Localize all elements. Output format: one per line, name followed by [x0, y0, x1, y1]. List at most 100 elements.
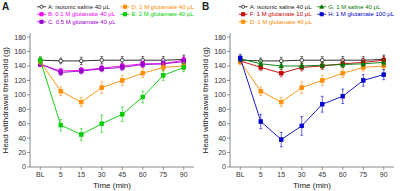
y-tick	[227, 94, 230, 95]
point	[300, 124, 304, 128]
error-bar	[382, 55, 385, 64]
y-tick	[227, 152, 230, 153]
error-bar	[382, 57, 385, 64]
y-tick	[27, 37, 30, 38]
point	[300, 58, 304, 62]
error-bar	[300, 57, 303, 64]
y-tick-label: 80	[18, 106, 26, 113]
error-bar	[162, 70, 165, 80]
x-tick-label: 60	[139, 171, 147, 178]
error-bar	[382, 70, 385, 80]
point	[382, 73, 386, 77]
point	[361, 62, 365, 66]
point	[341, 71, 345, 75]
series-line	[40, 62, 184, 102]
x-tick	[281, 167, 282, 170]
x-axis-label: Time (min)	[93, 181, 131, 190]
y-tick	[227, 138, 230, 139]
error-bar	[321, 62, 324, 69]
point	[341, 94, 345, 98]
legend-label: A: isotonic saline 40 μL	[48, 4, 110, 10]
error-bar	[300, 64, 303, 71]
point	[161, 66, 165, 70]
legend-label: D: 1 M glutamate 40 μL	[250, 19, 313, 25]
error-bar	[80, 57, 83, 64]
y-tick-label: 80	[218, 106, 226, 113]
x-tick-label: 5	[59, 171, 63, 178]
error-bar	[100, 57, 103, 64]
y-tick	[27, 94, 30, 95]
error-bar	[280, 132, 283, 146]
legend-label: A: isotonic saline 40 μL	[250, 4, 312, 10]
point	[300, 64, 304, 68]
error-bar	[280, 98, 283, 107]
error-bar	[121, 75, 124, 85]
point	[182, 66, 186, 70]
x-tick-label: 60	[339, 171, 347, 178]
point	[38, 58, 42, 62]
x-tick-label: 75	[159, 171, 167, 178]
x-tick-label: BL	[236, 171, 245, 178]
error-bar	[59, 87, 62, 96]
error-bar	[300, 63, 303, 69]
error-bar	[100, 82, 103, 94]
point	[279, 100, 283, 104]
point	[100, 122, 104, 126]
series	[238, 54, 385, 146]
point	[361, 79, 365, 83]
error-bar	[141, 62, 144, 68]
panel: BA: isotonic saline 40 μLF: 1 M glutamat…	[201, 1, 395, 190]
y-tick-label: 60	[218, 120, 226, 127]
y-tick-label: 100	[214, 91, 226, 98]
point	[79, 133, 83, 137]
point	[141, 63, 145, 67]
x-tick	[81, 167, 82, 170]
y-tick-label: 140	[14, 62, 26, 69]
point	[59, 59, 63, 63]
plot-area	[38, 55, 185, 140]
error-bar	[59, 68, 62, 74]
x-tick-label: 90	[380, 171, 388, 178]
panel-title: A	[2, 1, 9, 12]
error-bar	[59, 70, 62, 76]
error-bar	[321, 75, 324, 85]
panel: AA: isotonic saline 40 μLB: 0.1 M glutam…	[1, 1, 195, 190]
error-bar	[300, 116, 303, 135]
x-tick	[383, 167, 384, 170]
point	[59, 89, 63, 93]
x-tick-label: 45	[118, 171, 126, 178]
y-tick	[27, 51, 30, 52]
point	[320, 79, 324, 83]
y-tick-label: 140	[214, 62, 226, 69]
point	[238, 57, 242, 61]
point	[341, 62, 345, 66]
point	[100, 58, 104, 62]
point	[79, 69, 83, 73]
x-tick	[40, 167, 41, 170]
error-bar	[341, 89, 344, 103]
legend-marker	[242, 13, 245, 16]
y-tick	[27, 152, 30, 153]
error-bar	[362, 59, 365, 66]
legend-label: C: 0.5 M glutamate 40 μL	[48, 19, 116, 25]
error-bar	[141, 61, 144, 67]
point	[279, 59, 283, 63]
x-tick-label: 30	[298, 171, 306, 178]
point	[141, 71, 145, 75]
error-bar	[382, 59, 385, 66]
x-tick	[60, 167, 61, 170]
error-bar	[362, 61, 365, 67]
point	[320, 58, 324, 62]
y-axis-label: Head withdrawal threshold (g)	[1, 47, 10, 154]
y-tick-label: 160	[214, 48, 226, 55]
error-bar	[280, 63, 283, 69]
error-bar	[259, 114, 262, 128]
x-tick-label: 30	[98, 171, 106, 178]
point	[120, 79, 124, 83]
y-tick-label: 120	[14, 77, 26, 84]
y-axis-label: Head withdrawal threshold (g)	[201, 47, 210, 154]
y-tick	[227, 51, 230, 52]
error-bar	[280, 70, 283, 77]
series-line	[240, 62, 384, 102]
y-tick	[27, 65, 30, 66]
